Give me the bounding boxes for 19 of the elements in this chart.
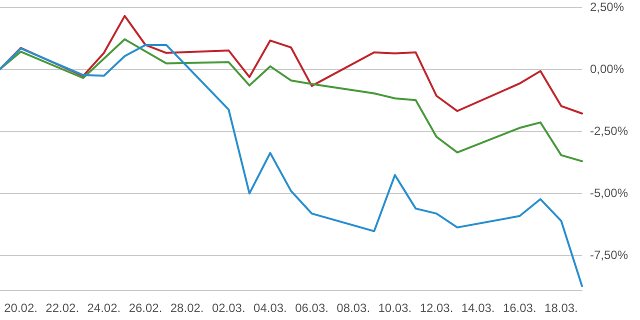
x-tick-label: 16.03.	[502, 301, 536, 315]
x-tick-label: 04.03.	[254, 301, 287, 315]
x-tick-label: 26.02.	[128, 301, 162, 315]
x-tick-label: 06.03.	[295, 301, 328, 315]
y-tick-label: -7,50%	[590, 248, 628, 262]
y-tick-label: 0,00%	[590, 62, 624, 76]
x-tick-label: 18.03.	[544, 301, 578, 315]
x-tick-label: 12.03.	[420, 301, 454, 315]
x-tick-label: 08.03.	[336, 301, 370, 315]
x-tick-label: 02.03.	[212, 301, 246, 315]
y-tick-label: -2,50%	[590, 124, 628, 138]
x-tick-label: 28.02.	[170, 301, 204, 315]
x-tick-label: 20.02.	[4, 301, 38, 315]
y-tick-label: 2,50%	[590, 0, 624, 14]
x-tick-label: 14.03.	[461, 301, 495, 315]
x-tick-label: 10.03.	[378, 301, 412, 315]
x-tick-label: 24.02.	[87, 301, 121, 315]
x-tick-label: 22.02.	[46, 301, 80, 315]
y-tick-label: -5,00%	[590, 186, 628, 200]
